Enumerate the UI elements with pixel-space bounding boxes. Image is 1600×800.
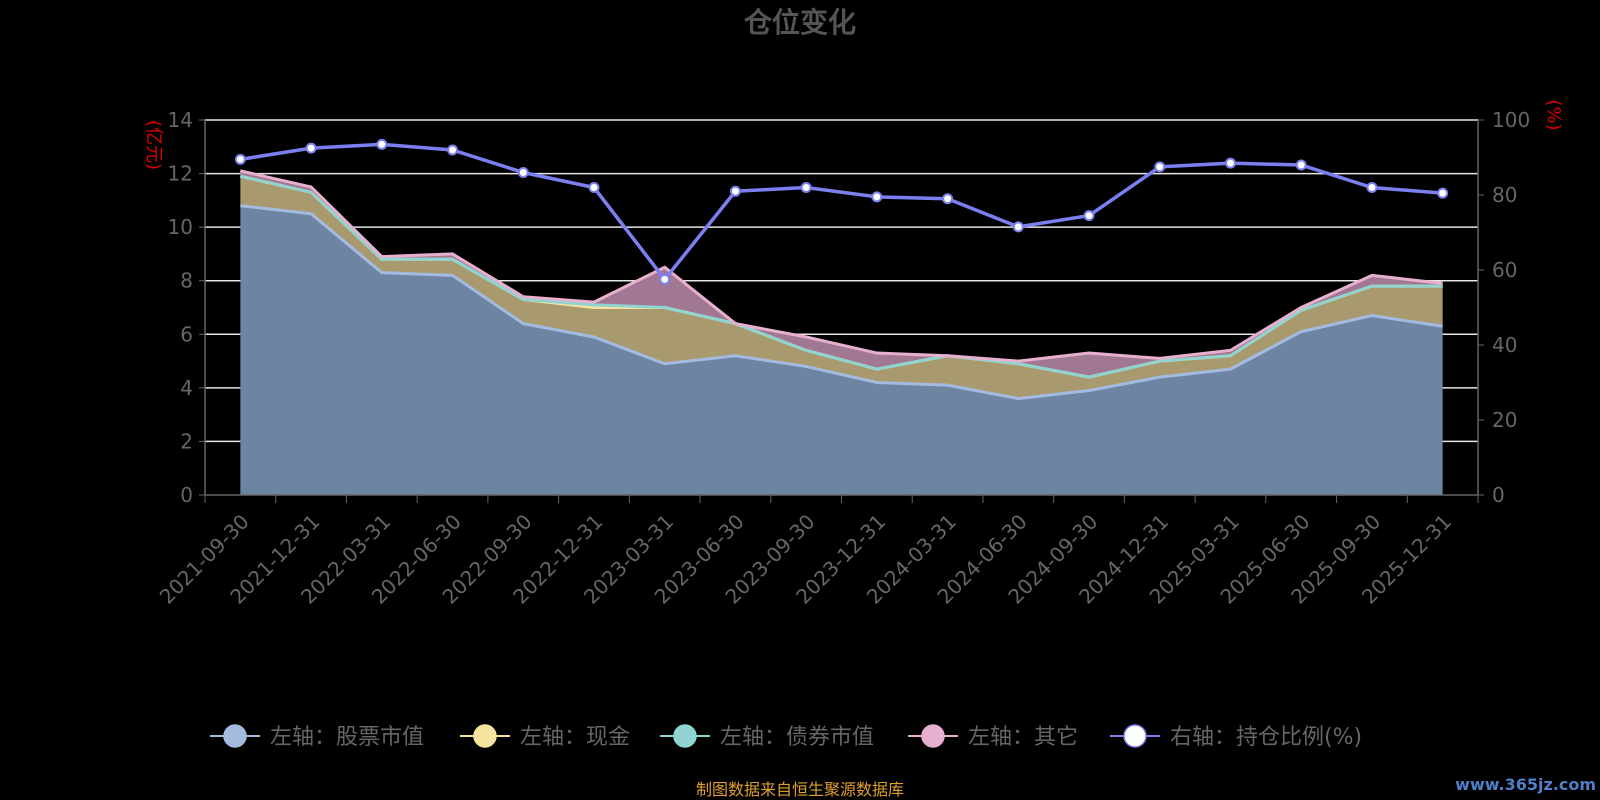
ratio-point bbox=[1437, 187, 1449, 199]
legend-label: 左轴：现金 bbox=[520, 725, 630, 750]
right-y-tick-label: 20 bbox=[1492, 408, 1517, 432]
right-axis-unit: (%) bbox=[1543, 99, 1564, 130]
left-y-tick-label: 8 bbox=[180, 269, 193, 293]
ratio-point bbox=[800, 182, 812, 193]
watermark: www.365jz.com bbox=[1455, 775, 1596, 794]
ratio-point bbox=[871, 191, 883, 203]
right-y-tick-label: 100 bbox=[1492, 108, 1530, 132]
right-y-tick-label: 80 bbox=[1492, 183, 1517, 207]
left-y-tick-label: 2 bbox=[180, 429, 193, 453]
chart-title: 仓位变化 bbox=[744, 6, 856, 39]
ratio-point bbox=[1154, 161, 1166, 173]
left-y-tick-label: 4 bbox=[180, 376, 193, 400]
ratio-point bbox=[447, 144, 459, 156]
right-y-tick-label: 40 bbox=[1492, 333, 1517, 357]
ratio-point bbox=[1295, 159, 1307, 171]
legend-item-0[interactable]: 左轴：股票市值 bbox=[210, 724, 424, 750]
ratio-point bbox=[1012, 221, 1024, 233]
right-y-tick-label: 0 bbox=[1492, 483, 1505, 507]
ratio-point bbox=[305, 142, 317, 154]
ratio-point bbox=[1366, 182, 1378, 193]
left-y-tick-label: 10 bbox=[168, 215, 193, 239]
left-y-tick-label: 14 bbox=[168, 108, 193, 132]
ratio-point bbox=[942, 193, 954, 205]
area-line-3 bbox=[240, 169, 1443, 363]
legend-label: 左轴：债券市值 bbox=[720, 725, 874, 750]
legend-marker bbox=[1123, 724, 1147, 748]
left-y-tick-label: 6 bbox=[180, 322, 193, 346]
ratio-point bbox=[1083, 210, 1095, 222]
area-line-0 bbox=[240, 204, 1443, 401]
left-y-tick-label: 0 bbox=[180, 483, 193, 507]
area-1 bbox=[240, 176, 1443, 399]
ratio-point bbox=[376, 138, 388, 150]
area-layer bbox=[240, 170, 1443, 495]
left-axis-unit: (亿元) bbox=[143, 120, 164, 170]
legend-item-3[interactable]: 左轴：其它 bbox=[908, 724, 1078, 750]
line-layer bbox=[234, 138, 1449, 401]
legend-label: 左轴：其它 bbox=[968, 725, 1078, 750]
ratio-point bbox=[659, 273, 671, 285]
legend-marker bbox=[921, 724, 945, 748]
area-line-2 bbox=[240, 174, 1443, 379]
legend-label: 左轴：股票市值 bbox=[270, 725, 424, 750]
legend-marker bbox=[673, 724, 697, 748]
ratio-point bbox=[588, 182, 600, 193]
data-source-note: 制图数据来自恒生聚源数据库 bbox=[696, 780, 904, 799]
ratio-point bbox=[234, 153, 246, 165]
ratio-point bbox=[1224, 157, 1236, 169]
legend-marker bbox=[473, 724, 497, 748]
legend-item-1[interactable]: 左轴：现金 bbox=[460, 724, 630, 750]
legend-item-2[interactable]: 左轴：债券市值 bbox=[660, 724, 874, 750]
legend[interactable]: 左轴：股票市值 左轴：现金 左轴：债券市值 左轴：其它 右轴：持仓比例(%) bbox=[210, 724, 1362, 750]
legend-marker bbox=[223, 724, 247, 748]
legend-label: 右轴：持仓比例(%) bbox=[1170, 725, 1362, 750]
ratio-point bbox=[729, 185, 741, 197]
ratio-line bbox=[240, 142, 1443, 283]
legend-item-4[interactable]: 右轴：持仓比例(%) bbox=[1110, 724, 1362, 750]
ratio-point bbox=[517, 167, 529, 178]
area-0 bbox=[240, 205, 1443, 495]
left-y-tick-label: 12 bbox=[168, 162, 193, 186]
right-y-tick-label: 60 bbox=[1492, 258, 1517, 282]
